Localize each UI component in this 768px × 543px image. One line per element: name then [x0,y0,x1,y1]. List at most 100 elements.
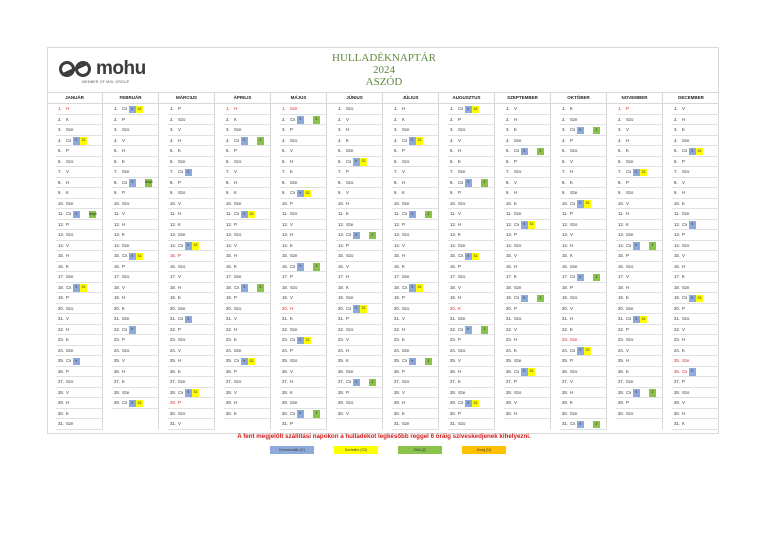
day-name: P [234,368,237,374]
day-name: K [122,232,125,237]
day-name: H [682,410,686,416]
month-header: FEBRUÁR [103,92,158,104]
day-row: 31. Sze [392,419,438,430]
day-name: V [346,190,349,195]
day-number: 26. [562,368,568,374]
day-row: 10. Sze [56,199,102,209]
day-name: K [122,305,125,311]
day-row: 21. Cs K [168,314,214,325]
day-row: 8. Sze [280,178,326,188]
collection-badge-sz: SZ [360,305,367,313]
day-name: V [234,169,237,174]
day-number: 12. [450,221,456,227]
day-number: 13. [226,232,232,237]
day-number: 6. [170,158,174,164]
day-number: 16. [506,263,512,269]
day-name: H [570,389,574,395]
day-row: 7. V [392,167,438,178]
collection-badge-sz: SZ [360,158,367,166]
day-number: 13. [562,232,568,237]
day-number: 23. [58,337,64,342]
day-row: 6. H [280,157,326,167]
day-row: 6. Cs K SZ [336,157,382,167]
day-name: K [458,379,461,384]
day-name: H [178,284,182,290]
day-name: P [514,305,517,311]
day-name: Cs [402,137,408,143]
day-row: 2. K [56,115,102,125]
day-name: K [458,158,461,164]
day-name: Sze [178,158,186,164]
day-number: 24. [450,347,456,353]
day-row: 1. Sze [280,104,326,115]
day-row: 20. P [504,304,550,314]
day-number: 6. [562,158,566,164]
day-row: 19. P [392,293,438,304]
day-row: 8. V [504,178,550,188]
day-number: 29. [282,400,288,405]
day-number: 30. [282,410,288,416]
day-row: 10. Szo [448,199,494,209]
day-row: 8. H [392,178,438,188]
day-number: 4. [450,137,454,143]
day-number: 17. [338,274,344,279]
day-name: V [458,211,461,216]
day-row: 10. P [280,199,326,209]
day-number: 20. [450,305,456,311]
day-row: 16. Szo [168,262,214,272]
day-name: H [346,127,350,132]
day-name: H [402,106,406,111]
day-name: H [66,326,70,332]
day-number: 8. [226,179,230,185]
day-number: 5. [394,148,398,153]
day-row: 3. K [504,125,550,136]
day-row: 26. H [112,367,158,377]
day-name: H [122,368,126,374]
day-number: 20. [562,305,568,311]
day-number: 9. [282,190,286,195]
day-row: 22. H [392,325,438,335]
day-name: P [66,368,69,374]
day-number: 26. [450,368,456,374]
day-row: 16. K [224,262,270,272]
day-row: 12. P [392,220,438,230]
day-number: 20. [58,305,64,311]
day-number: 19. [450,295,456,300]
day-name: V [514,179,517,185]
day-number: 9. [674,190,678,195]
day-row: 10. K [672,199,719,209]
day-name: V [234,242,237,248]
day-name: Sze [122,316,130,321]
day-name: P [66,221,69,227]
day-name: P [346,389,349,395]
day-number: 3. [394,127,398,132]
day-number: 25. [58,358,64,363]
day-row: 18. H [168,283,214,293]
day-number: 12. [282,221,288,227]
day-row: 24. P [280,346,326,356]
day-number: 25. [282,358,288,363]
month-header: NOVEMBER [607,92,662,104]
collection-badge-k: K [297,336,304,344]
day-name: Cs [290,190,296,195]
month-11: NOVEMBER 1. P 2. Szo 3. V 4. H 5. K 6. Sze 7. Cs K SZ 8. P… [607,92,663,430]
day-number: 27. [338,379,344,384]
day-number: 13. [618,232,624,237]
day-number: 21. [58,316,64,321]
day-row: 14. Cs K Z [616,241,662,251]
day-name: Szo [514,169,522,174]
collection-badge-z: Z [425,210,432,218]
collection-badge-sz: SZ [584,200,591,208]
day-number: 17. [506,274,512,279]
day-number: 2. [170,116,174,122]
collection-badge-sz: SZ [248,210,255,218]
day-number: 11. [170,211,176,216]
day-row: 5. K [616,146,662,157]
day-number: 27. [562,379,568,384]
day-number: 24. [226,347,232,353]
day-name: Szo [66,158,74,164]
day-name: P [290,274,293,279]
day-row: 3. K [672,125,719,136]
day-number: 2. [674,116,678,122]
day-row: 17. Sze [392,272,438,283]
